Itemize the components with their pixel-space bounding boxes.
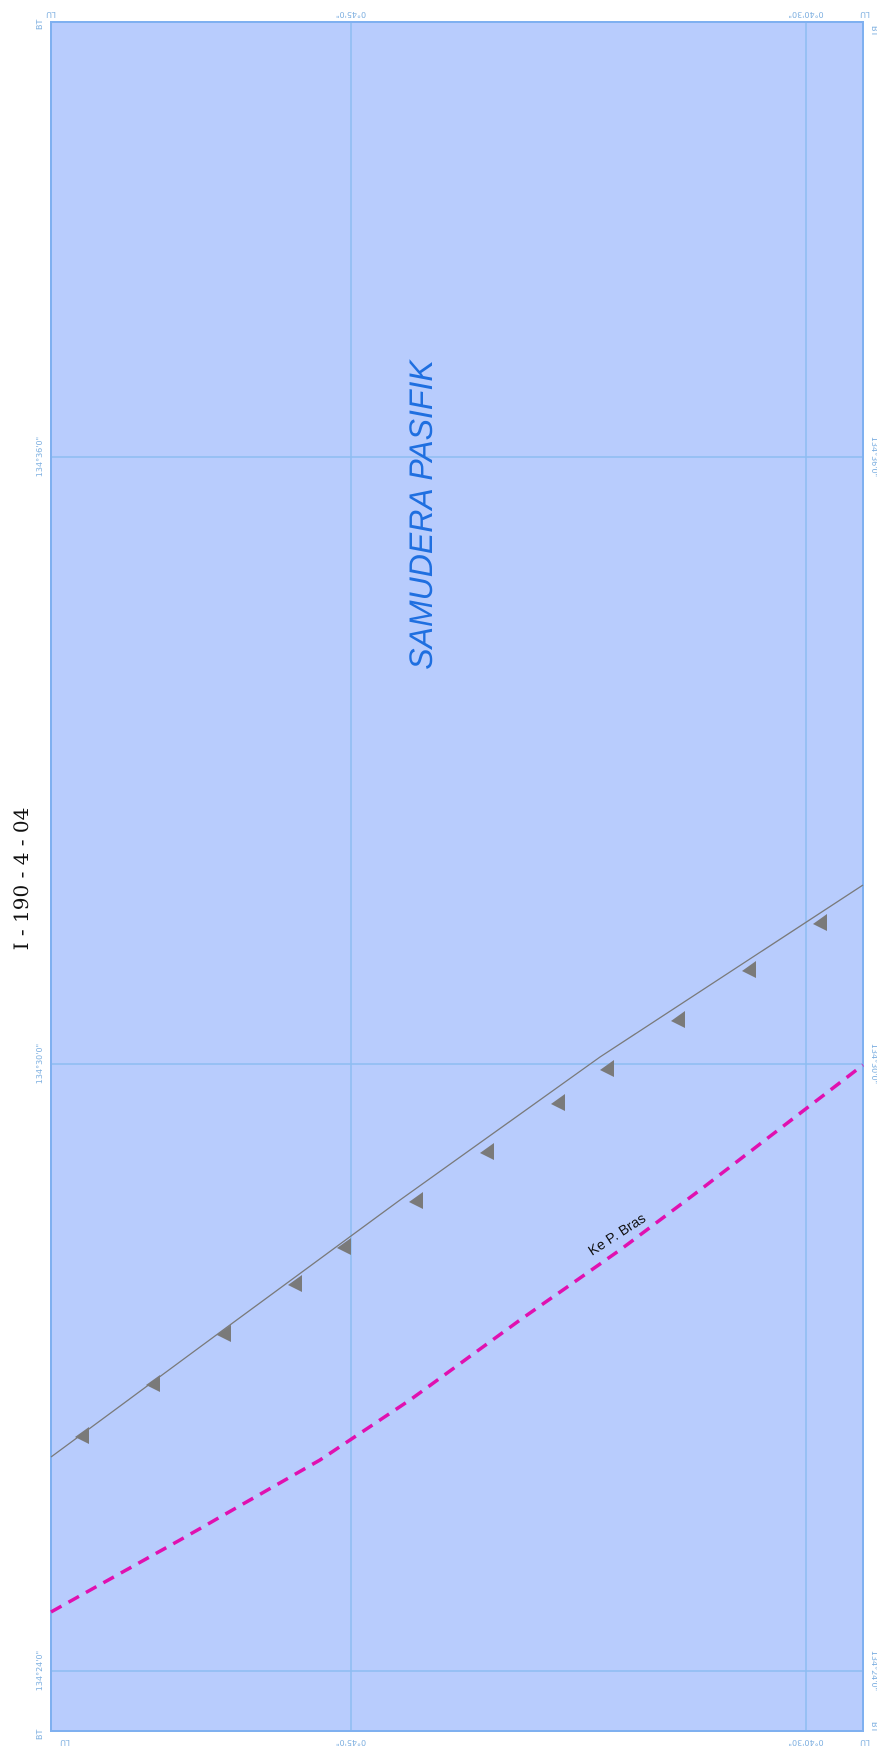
lon-label-right-24: 134°24'0" (870, 1651, 877, 1691)
shoreline-tick (551, 1094, 565, 1111)
shoreline-tick (75, 1427, 89, 1444)
lon-label-left-30: 134°30'0" (35, 1044, 44, 1084)
graticule (51, 22, 863, 1731)
shoreline-tick (337, 1238, 351, 1255)
corner-bt-top-left: BT (35, 20, 44, 30)
shoreline-tick (600, 1060, 614, 1077)
lon-label-right-30: 134°30'0" (870, 1044, 877, 1084)
corner-bt-bottom-right: BT (870, 1722, 877, 1732)
corner-lu-bottom-right: LU (860, 1738, 870, 1747)
corner-lu-bottom-left: LU (60, 1738, 70, 1747)
shoreline-tick (480, 1143, 494, 1160)
lon-label-left-36: 134°36'0" (35, 437, 44, 477)
sea-area (51, 22, 863, 1731)
corner-bt-bottom-left: BT (35, 1730, 44, 1740)
shoreline-tick (217, 1325, 231, 1342)
lon-label-right-36: 134°36'0" (870, 437, 877, 477)
lat-label-bottom-40-30: 0°40'30" (788, 1738, 823, 1747)
lon-label-left-24: 134°24'0" (35, 1651, 44, 1691)
corner-bt-top-right: BT (870, 26, 877, 36)
shoreline-tick (671, 1011, 685, 1028)
corner-lu-top-left: LU (46, 10, 56, 19)
route-line (50, 1063, 865, 1614)
lat-label-bottom-45: 0°45'0" (336, 1738, 366, 1747)
shoreline-tick (813, 914, 827, 931)
shoreline (50, 884, 864, 1458)
shoreline-tick (409, 1192, 423, 1209)
lat-label-top-45: 0°45'0" (336, 10, 366, 19)
sheet-id-title: I - 190 - 4 - 04 (9, 808, 33, 951)
corner-lu-top-right: LU (860, 10, 870, 19)
lat-label-top-40-30: 0°40'30" (788, 10, 823, 19)
shoreline-tick (288, 1275, 302, 1292)
shoreline-tick (146, 1375, 160, 1392)
shoreline-ticks (75, 914, 827, 1444)
map-frame (50, 21, 864, 1732)
shoreline-tick (742, 961, 756, 978)
sea-name-label: SAMUDERA PASIFIK (403, 359, 439, 670)
